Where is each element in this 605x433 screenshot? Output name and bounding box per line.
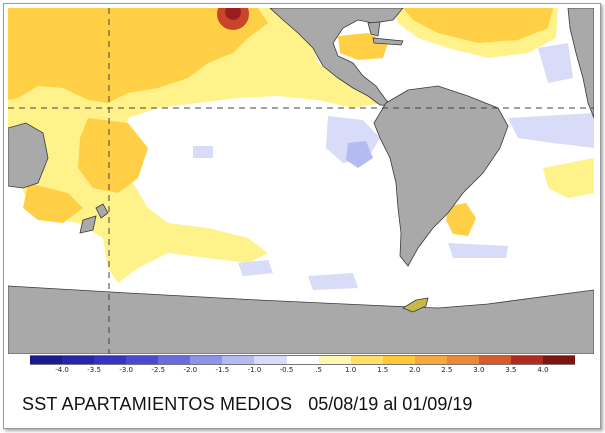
legend-swatch-7 bbox=[254, 356, 287, 364]
legend-swatch-10 bbox=[350, 356, 383, 364]
legend-swatch-16 bbox=[543, 356, 576, 364]
warm-anomaly-north-pacific-core bbox=[8, 8, 268, 103]
legend-swatch-3 bbox=[126, 356, 159, 364]
legend-swatch-5 bbox=[190, 356, 223, 364]
warm-anomaly-south-atlantic bbox=[446, 203, 476, 236]
legend-tick-label: 1.0 bbox=[345, 366, 357, 374]
warm-anomaly-north-pacific-hotspot-inner bbox=[225, 8, 241, 20]
cool-anomaly-west-atlantic bbox=[538, 43, 573, 83]
cool-anomaly-southern-ocean-1 bbox=[308, 273, 358, 290]
color-scale-labels: -4.0 -3.5 -3.0 -2.5 -2.0 -1.5 -1.0 -0.5 .5 1.0 1.5… bbox=[30, 366, 575, 378]
legend-swatch-15 bbox=[510, 356, 543, 364]
legend-tick-label: -2.0 bbox=[183, 366, 198, 374]
cool-anomaly-southern-ocean-3 bbox=[448, 243, 508, 258]
legend-tick-label: 1.5 bbox=[377, 366, 389, 374]
warm-anomaly-north-atlantic-core bbox=[403, 8, 553, 43]
legend-swatch-6 bbox=[222, 356, 255, 364]
africa bbox=[567, 8, 594, 119]
legend-tick-label: -3.0 bbox=[119, 366, 134, 374]
sst-anomaly-map bbox=[8, 8, 594, 354]
legend-tick-label: 2.5 bbox=[441, 366, 453, 374]
cool-anomaly-peru bbox=[346, 141, 373, 168]
antarctica bbox=[8, 285, 594, 354]
cuba bbox=[372, 37, 404, 46]
legend-swatch-8 bbox=[286, 356, 319, 364]
legend-swatch-0 bbox=[30, 356, 63, 364]
legend-swatch-2 bbox=[94, 356, 127, 364]
legend-swatch-1 bbox=[62, 356, 95, 364]
legend-swatch-4 bbox=[158, 356, 191, 364]
legend-tick-label: .5 bbox=[315, 366, 322, 374]
legend-tick-label: 3.5 bbox=[505, 366, 517, 374]
cool-anomaly-southern-ocean-2 bbox=[238, 260, 273, 276]
south-america bbox=[373, 85, 509, 267]
caption-period: 05/08/19 al 01/09/19 bbox=[308, 394, 473, 414]
land-masses bbox=[8, 8, 594, 354]
legend-tick-label: 3.0 bbox=[473, 366, 485, 374]
legend-tick-label: -4.0 bbox=[55, 366, 69, 374]
legend-tick-label: 2.0 bbox=[409, 366, 421, 374]
map-caption: SST APARTAMIENTOS MEDIOS 05/08/19 al 01/… bbox=[22, 394, 472, 422]
legend-tick-label: -2.5 bbox=[151, 366, 166, 374]
cool-anomaly-south-atlantic bbox=[508, 113, 594, 148]
legend-tick-label: -1.0 bbox=[247, 366, 262, 374]
cool-anomaly-regions bbox=[193, 43, 594, 290]
legend-tick-label: -0.5 bbox=[279, 366, 294, 374]
legend-tick-label: 4.0 bbox=[537, 366, 549, 374]
warm-anomaly-south-pacific-core bbox=[23, 183, 83, 223]
cool-anomaly-north-pacific-east bbox=[193, 146, 213, 158]
australia bbox=[8, 122, 49, 189]
color-scale-bar bbox=[30, 355, 576, 365]
antarctic-peninsula bbox=[402, 297, 429, 313]
legend-swatch-14 bbox=[478, 356, 511, 364]
new-zealand-south bbox=[79, 215, 97, 234]
legend-tick-label: -1.5 bbox=[215, 366, 230, 374]
figure-frame: -4.0 -3.5 -3.0 -2.5 -2.0 -1.5 -1.0 -0.5 .5 1.0 1.5… bbox=[3, 3, 601, 429]
caption-title: SST APARTAMIENTOS MEDIOS bbox=[22, 394, 293, 414]
new-zealand-north bbox=[95, 203, 109, 219]
legend-tick-label: -3.5 bbox=[87, 366, 101, 374]
legend-swatch-12 bbox=[414, 356, 447, 364]
warm-anomaly-tropical-west-pacific bbox=[78, 118, 148, 193]
warm-anomaly-east-atlantic bbox=[543, 158, 594, 198]
legend-swatch-9 bbox=[318, 356, 351, 364]
legend-swatch-11 bbox=[382, 356, 415, 364]
north-america bbox=[269, 8, 404, 107]
legend-swatch-13 bbox=[446, 356, 479, 364]
florida-peninsula bbox=[367, 21, 381, 37]
